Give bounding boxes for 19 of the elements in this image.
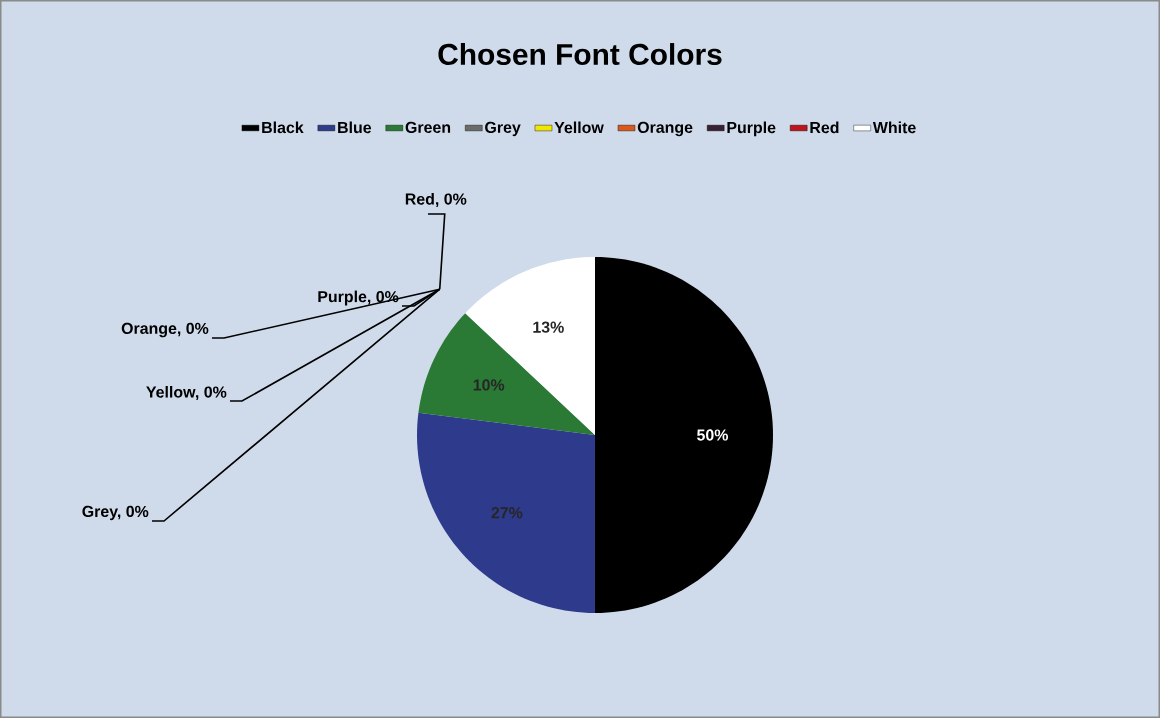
legend-label: Blue xyxy=(338,121,372,134)
legend-label: Grey xyxy=(485,121,521,137)
legend-label: Green xyxy=(405,121,451,133)
data-label: 13% xyxy=(533,321,564,333)
text: Yellow, 0% xyxy=(146,385,227,400)
legend-label: Red xyxy=(810,121,839,134)
legend-label: Black xyxy=(262,121,304,134)
legend-label: White xyxy=(872,121,916,134)
text: Purple, 0% xyxy=(318,290,399,306)
text: Red, 0% xyxy=(405,192,467,207)
data-label: 50% xyxy=(697,429,729,441)
legend-label: Yellow xyxy=(554,121,604,134)
text: Orange, 0% xyxy=(121,322,209,338)
text: Grey, 0% xyxy=(82,505,149,521)
data-label: 10% xyxy=(473,379,505,391)
chart-title: Chosen Font Colors xyxy=(438,43,722,66)
legend-label: Purple xyxy=(727,121,776,137)
data-label: 27% xyxy=(491,507,523,519)
legend-label: Orange xyxy=(637,121,693,137)
